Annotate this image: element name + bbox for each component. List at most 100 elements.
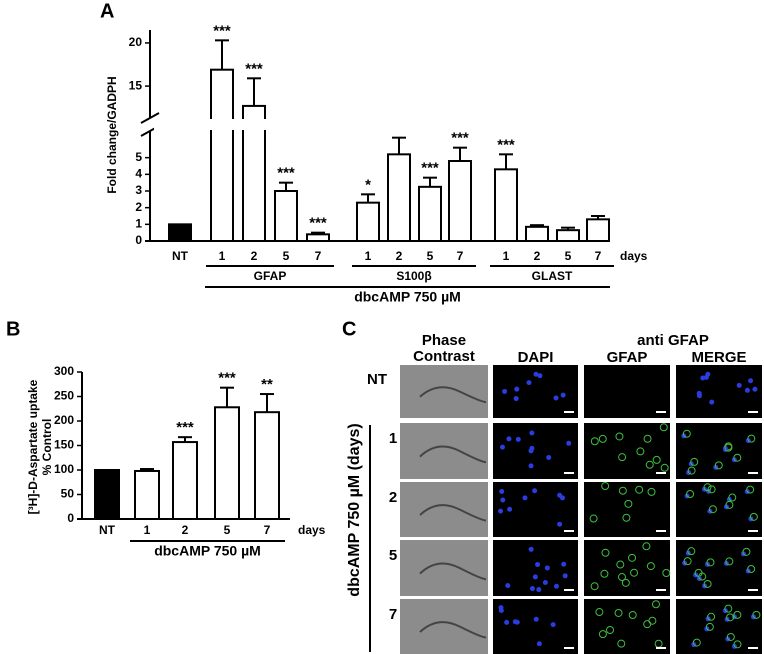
nucleus [498, 607, 504, 613]
gfap-signal [645, 460, 654, 469]
y-tick-label: 5 [135, 150, 142, 164]
significance-label: *** [451, 130, 469, 147]
nucleus [499, 489, 505, 495]
row-label: 1 [388, 430, 398, 447]
cell-outline [419, 504, 487, 522]
micrograph [400, 599, 488, 654]
significance-label: *** [421, 160, 439, 177]
gfap-signal [601, 482, 610, 491]
nucleus [562, 573, 568, 579]
gfap-signal [703, 483, 712, 492]
y-tick-label: 150 [54, 438, 74, 452]
gfap-signal [683, 557, 692, 566]
bar [556, 229, 580, 243]
row-label: 5 [388, 547, 398, 564]
gfap-signal [601, 548, 610, 557]
bar [134, 469, 160, 521]
gfap-signal [725, 500, 734, 509]
nucleus [566, 440, 572, 446]
gfap-signal [648, 616, 657, 625]
cell-outline [419, 621, 487, 639]
gfap-signal [707, 612, 716, 621]
micrograph [584, 423, 670, 479]
significance-label: *** [309, 215, 327, 232]
gfap-signal [652, 455, 661, 464]
gfap-signal [708, 505, 717, 514]
cell-outline [419, 562, 487, 581]
micrograph [676, 599, 762, 654]
axis-break [140, 112, 160, 124]
row-label: 7 [388, 605, 398, 623]
x-tick-label: 1 [219, 249, 226, 263]
gfap-signal [617, 573, 626, 582]
gfap-signal [622, 513, 631, 522]
nucleus [736, 382, 742, 388]
nucleus [500, 497, 506, 503]
y-tick-label: 15 [129, 78, 143, 92]
nucleus [498, 508, 504, 514]
bar [586, 218, 610, 242]
gfap-signal [747, 565, 756, 574]
gfap-signal [733, 453, 742, 462]
gfap-signal [647, 487, 656, 496]
gfap-signal [651, 600, 660, 609]
group-label: GLAST [532, 269, 573, 283]
nucleus [696, 393, 702, 399]
bar [172, 441, 198, 521]
gfap-signal [706, 558, 715, 567]
nucleus [560, 392, 566, 398]
gfap-signal [606, 626, 615, 635]
y-tick-label: 200 [54, 413, 74, 427]
gfap-signal [747, 434, 756, 443]
micrograph [493, 540, 578, 596]
micrograph [400, 540, 488, 596]
nucleus [544, 565, 550, 571]
bar [525, 225, 549, 242]
bar [214, 406, 240, 520]
gfap-signal [728, 493, 737, 502]
bar [494, 168, 518, 242]
gfap-signal [746, 485, 755, 494]
column-header: Phase Contrast [413, 332, 475, 365]
gfap-signal [628, 553, 637, 562]
nucleus [537, 373, 543, 379]
nucleus [553, 395, 559, 401]
gfap-signal [733, 640, 742, 649]
column-header: DAPI [517, 349, 554, 366]
x-tick-label: 1 [365, 249, 372, 263]
bar [387, 153, 411, 242]
y-tick-label: 100 [54, 462, 74, 476]
gfap-signal [636, 447, 645, 456]
gfap-signal [662, 568, 671, 577]
cell-outline [419, 445, 487, 464]
nucleus [557, 492, 563, 498]
panel-label: A [100, 0, 114, 22]
x-tick-label: 7 [457, 249, 464, 263]
nucleus [526, 380, 532, 386]
cell-outline [419, 386, 487, 404]
axis-break-gap [154, 119, 614, 130]
gfap-signal [621, 578, 630, 587]
bar [356, 201, 380, 243]
nucleus [532, 574, 538, 580]
x-tick-label: 7 [264, 523, 271, 537]
gfap-signal [725, 557, 734, 566]
nucleus [542, 579, 548, 585]
nucleus [748, 378, 754, 384]
nucleus [535, 562, 541, 568]
gfap-signal [752, 610, 761, 619]
nucleus [528, 463, 534, 469]
significance-label: *** [213, 22, 231, 39]
gfap-signal [614, 608, 623, 617]
micrograph [584, 482, 670, 537]
nucleus [513, 396, 519, 402]
nucleus [533, 616, 539, 622]
bar [210, 68, 234, 242]
treatment-label: dbcAMP 750 µM [354, 289, 461, 305]
nucleus [507, 506, 513, 512]
row-label: 2 [388, 488, 398, 506]
gfap-signal [590, 437, 599, 446]
gfap-signal [705, 622, 714, 631]
group-label: S100β [396, 269, 431, 283]
x-tick-label: 2 [182, 523, 189, 537]
